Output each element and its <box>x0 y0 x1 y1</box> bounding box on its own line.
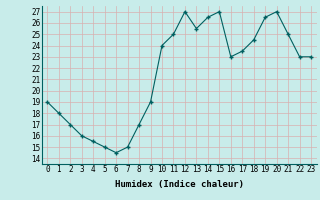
X-axis label: Humidex (Indice chaleur): Humidex (Indice chaleur) <box>115 180 244 189</box>
